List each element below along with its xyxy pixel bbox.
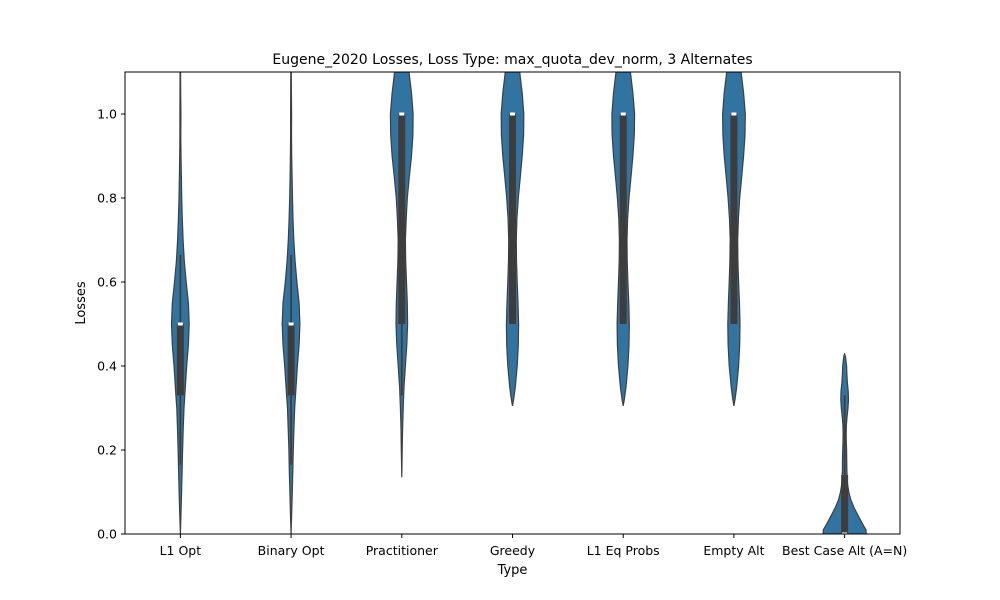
y-axis-label: Losses [74, 281, 89, 325]
box-empty-alt [730, 114, 738, 324]
x-tick-label: L1 Eq Probs [587, 543, 660, 558]
y-tick-label: 0.0 [97, 527, 117, 542]
x-tick-label: Practitioner [366, 543, 439, 558]
median-best-case-alt-a-n [842, 532, 848, 534]
x-tick-label: Binary Opt [258, 543, 325, 558]
median-empty-alt [731, 112, 737, 116]
box-l1-eq-probs [619, 114, 627, 324]
y-tick-label: 0.2 [97, 443, 117, 458]
x-axis-label: Type [497, 563, 528, 578]
plot-area [124, 71, 901, 535]
box-l1-opt [176, 324, 184, 396]
chart-title: Eugene_2020 Losses, Loss Type: max_quota… [272, 52, 752, 68]
y-tick-label: 0.4 [97, 359, 117, 374]
box-best-case-alt-a-n [841, 475, 849, 534]
y-tick-label: 1.0 [97, 107, 117, 122]
median-l1-opt [177, 322, 183, 326]
x-axis: L1 Opt Binary Opt Practitioner Greedy L1 Eq … [160, 534, 907, 558]
median-l1-eq-probs [620, 112, 626, 116]
x-tick-label: L1 Opt [160, 543, 202, 558]
x-tick-label: Empty Alt [703, 543, 764, 558]
y-tick-label: 0.6 [97, 275, 117, 290]
median-greedy [510, 112, 515, 116]
median-practitioner [399, 112, 405, 116]
y-tick-label: 0.8 [97, 191, 117, 206]
x-tick-label: Best Case Alt (A=N) [782, 543, 907, 558]
violins [170, 72, 867, 534]
y-axis: 0.0 0.2 0.4 0.6 0.8 1.0 [97, 107, 125, 542]
median-binary-opt [288, 322, 294, 326]
x-tick-label: Greedy [490, 543, 536, 558]
box-greedy [509, 114, 516, 324]
box-binary-opt [287, 324, 295, 396]
box-practitioner [398, 114, 406, 324]
